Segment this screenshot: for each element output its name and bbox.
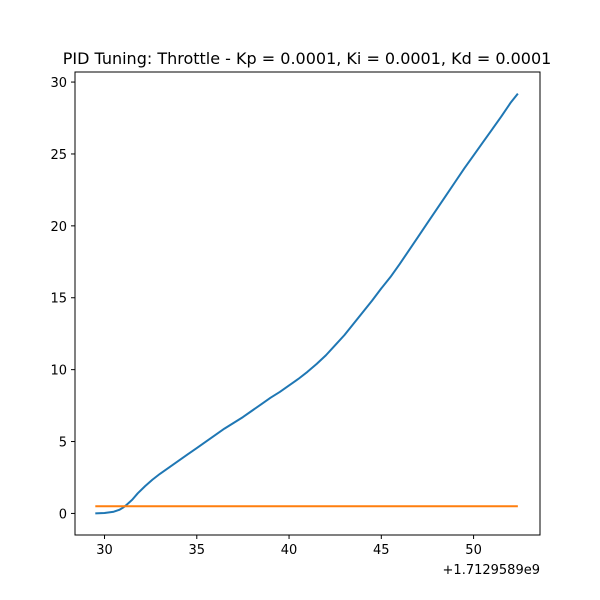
y-tick-label: 5	[59, 436, 67, 451]
y-tick-label: 10	[50, 364, 67, 379]
y-tick-label: 20	[50, 220, 67, 235]
y-tick-label: 15	[50, 292, 67, 307]
x-tick-label: 30	[96, 543, 113, 558]
series-layer	[95, 92, 519, 515]
chart-title: PID Tuning: Throttle - Kp = 0.0001, Ki =…	[63, 49, 552, 68]
y-tick-label: 0	[59, 507, 67, 522]
x-tick-label: 45	[373, 543, 390, 558]
y-tick-label: 25	[50, 148, 67, 163]
axes-frame	[74, 71, 541, 536]
y-axis: 0 5 10 15 20 25 30	[50, 76, 75, 522]
x-offset-label: +1.7129589e9	[443, 563, 540, 578]
x-tick-label: 40	[281, 543, 298, 558]
x-tick-label: 50	[465, 543, 482, 558]
x-axis: 30 35 40 45 50	[96, 535, 482, 558]
y-tick-label: 30	[50, 76, 67, 91]
x-tick-label: 35	[189, 543, 206, 558]
series-line-1	[95, 92, 519, 515]
